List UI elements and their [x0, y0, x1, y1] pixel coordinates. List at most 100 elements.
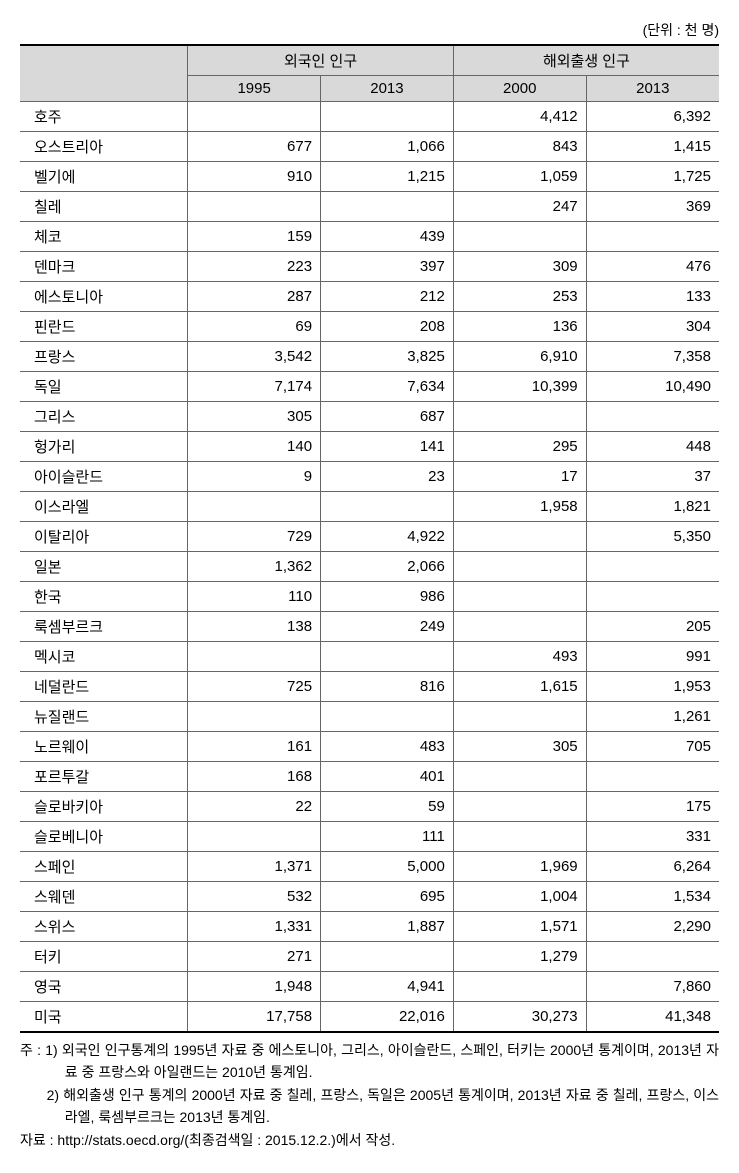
value-cell: [453, 612, 586, 642]
country-cell: 아이슬란드: [20, 462, 188, 492]
value-cell: 69: [188, 312, 321, 342]
country-cell: 일본: [20, 552, 188, 582]
table-row: 이스라엘1,9581,821: [20, 492, 719, 522]
value-cell: [188, 702, 321, 732]
value-cell: 4,412: [453, 102, 586, 132]
value-cell: [586, 552, 719, 582]
table-row: 슬로바키아2259175: [20, 792, 719, 822]
table-row: 룩셈부르크138249205: [20, 612, 719, 642]
value-cell: 687: [321, 402, 454, 432]
value-cell: 991: [586, 642, 719, 672]
value-cell: 1,969: [453, 852, 586, 882]
value-cell: 5,000: [321, 852, 454, 882]
table-row: 스페인1,3715,0001,9696,264: [20, 852, 719, 882]
country-cell: 체코: [20, 222, 188, 252]
value-cell: 695: [321, 882, 454, 912]
note-1: 주 : 1) 외국인 인구통계의 1995년 자료 중 에스토니아, 그리스, …: [20, 1039, 719, 1084]
footnotes: 주 : 1) 외국인 인구통계의 1995년 자료 중 에스토니아, 그리스, …: [20, 1039, 719, 1151]
table-row: 덴마크223397309476: [20, 252, 719, 282]
value-cell: 401: [321, 762, 454, 792]
header-year-2013b: 2013: [586, 76, 719, 102]
header-blank: [20, 46, 188, 102]
value-cell: 476: [586, 252, 719, 282]
value-cell: 1,362: [188, 552, 321, 582]
header-year-1995: 1995: [188, 76, 321, 102]
table-row: 한국110986: [20, 582, 719, 612]
value-cell: 7,634: [321, 372, 454, 402]
value-cell: 159: [188, 222, 321, 252]
value-cell: [586, 402, 719, 432]
country-cell: 스페인: [20, 852, 188, 882]
table-container: 외국인 인구 해외출생 인구 1995 2013 2000 2013 호주4,4…: [20, 44, 719, 1033]
value-cell: 271: [188, 942, 321, 972]
table-row: 에스토니아287212253133: [20, 282, 719, 312]
value-cell: 161: [188, 732, 321, 762]
value-cell: 10,399: [453, 372, 586, 402]
country-cell: 독일: [20, 372, 188, 402]
table-row: 이탈리아7294,9225,350: [20, 522, 719, 552]
value-cell: [453, 972, 586, 1002]
value-cell: 5,350: [586, 522, 719, 552]
value-cell: 910: [188, 162, 321, 192]
value-cell: [321, 102, 454, 132]
value-cell: 1,615: [453, 672, 586, 702]
value-cell: 816: [321, 672, 454, 702]
value-cell: 843: [453, 132, 586, 162]
value-cell: [321, 942, 454, 972]
value-cell: [321, 192, 454, 222]
table-row: 슬로베니아111331: [20, 822, 719, 852]
value-cell: [321, 642, 454, 672]
country-cell: 스웨덴: [20, 882, 188, 912]
country-cell: 노르웨이: [20, 732, 188, 762]
value-cell: 140: [188, 432, 321, 462]
table-body: 호주4,4126,392오스트리아6771,0668431,415벨기에9101…: [20, 102, 719, 1032]
value-cell: 532: [188, 882, 321, 912]
value-cell: [453, 702, 586, 732]
value-cell: 1,371: [188, 852, 321, 882]
country-cell: 미국: [20, 1002, 188, 1032]
value-cell: 10,490: [586, 372, 719, 402]
value-cell: 2,066: [321, 552, 454, 582]
value-cell: 37: [586, 462, 719, 492]
value-cell: 1,331: [188, 912, 321, 942]
value-cell: 7,358: [586, 342, 719, 372]
table-row: 일본1,3622,066: [20, 552, 719, 582]
table-row: 아이슬란드9231737: [20, 462, 719, 492]
value-cell: 1,534: [586, 882, 719, 912]
country-cell: 오스트리아: [20, 132, 188, 162]
country-cell: 슬로바키아: [20, 792, 188, 822]
country-cell: 터키: [20, 942, 188, 972]
value-cell: 247: [453, 192, 586, 222]
country-cell: 칠레: [20, 192, 188, 222]
country-cell: 프랑스: [20, 342, 188, 372]
value-cell: [188, 822, 321, 852]
value-cell: 1,821: [586, 492, 719, 522]
value-cell: [188, 102, 321, 132]
value-cell: 448: [586, 432, 719, 462]
table-row: 스위스1,3311,8871,5712,290: [20, 912, 719, 942]
value-cell: 1,571: [453, 912, 586, 942]
value-cell: 397: [321, 252, 454, 282]
value-cell: 17,758: [188, 1002, 321, 1032]
country-cell: 이스라엘: [20, 492, 188, 522]
value-cell: 205: [586, 612, 719, 642]
country-cell: 벨기에: [20, 162, 188, 192]
value-cell: [453, 522, 586, 552]
table-row: 독일7,1747,63410,39910,490: [20, 372, 719, 402]
value-cell: [188, 192, 321, 222]
value-cell: 253: [453, 282, 586, 312]
value-cell: 249: [321, 612, 454, 642]
value-cell: 7,174: [188, 372, 321, 402]
value-cell: 223: [188, 252, 321, 282]
header-year-2013a: 2013: [321, 76, 454, 102]
table-row: 호주4,4126,392: [20, 102, 719, 132]
country-cell: 핀란드: [20, 312, 188, 342]
country-cell: 슬로베니아: [20, 822, 188, 852]
table-row: 포르투갈168401: [20, 762, 719, 792]
table-row: 미국17,75822,01630,27341,348: [20, 1002, 719, 1032]
value-cell: 1,059: [453, 162, 586, 192]
value-cell: 677: [188, 132, 321, 162]
population-table: 외국인 인구 해외출생 인구 1995 2013 2000 2013 호주4,4…: [20, 46, 719, 1031]
table-row: 프랑스3,5423,8256,9107,358: [20, 342, 719, 372]
value-cell: 287: [188, 282, 321, 312]
